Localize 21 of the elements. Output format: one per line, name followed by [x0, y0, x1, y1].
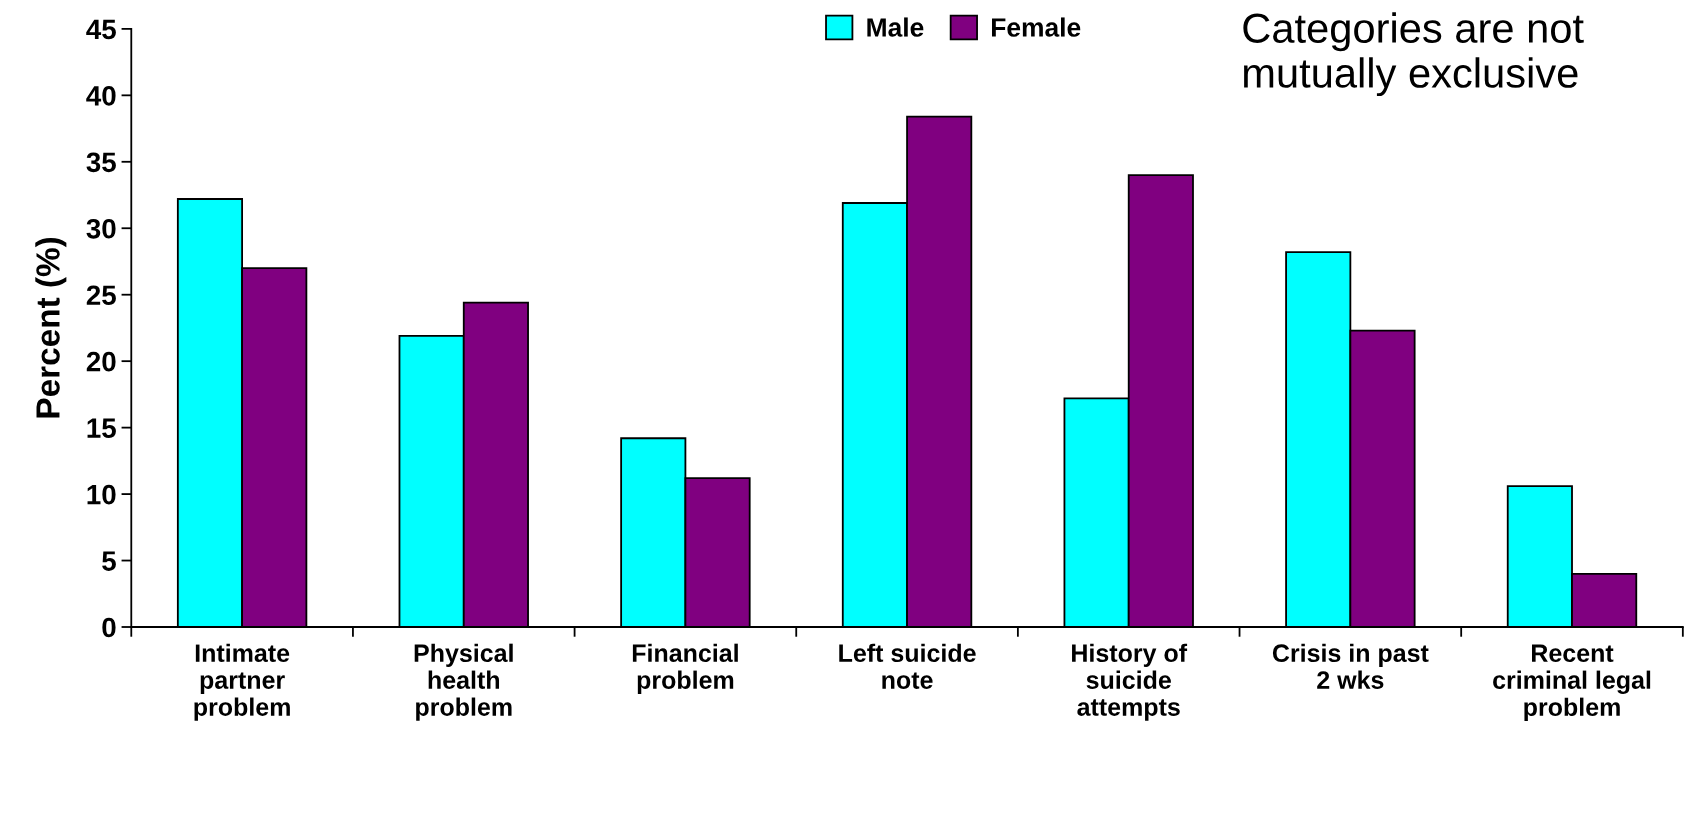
- x-tick-label: Crisis in past 2 wks: [1272, 643, 1429, 689]
- y-tick-label: 5: [102, 551, 116, 571]
- x-tick-label: Physical health problem: [414, 643, 513, 721]
- legend-label: Female: [992, 17, 1081, 37]
- y-tick-label: 25: [86, 285, 116, 306]
- x-tick-label: Financial problem: [632, 643, 738, 694]
- y-tick-label: 15: [87, 418, 116, 438]
- legend-label: Male: [867, 17, 924, 37]
- y-tick-label: 10: [87, 484, 116, 505]
- annotation: Categories are not mutually exclusive: [1243, 12, 1584, 97]
- y-tick-label: 30: [86, 218, 116, 239]
- y-tick-label: 0: [102, 617, 116, 638]
- x-tick-label: Intimate partner problem: [194, 643, 290, 721]
- y-tick-label: 40: [86, 86, 116, 106]
- y-tick-label: 35: [86, 152, 116, 173]
- y-tick-label: 20: [86, 351, 116, 372]
- y-axis-title: Percent (%): [35, 237, 67, 418]
- x-tick-label: History of suicide attempts: [1072, 643, 1188, 721]
- x-tick-label: Recent criminal legal problem: [1493, 644, 1651, 721]
- x-tick-label: Left suicide note: [839, 643, 976, 689]
- y-tick-label: 45: [86, 19, 116, 40]
